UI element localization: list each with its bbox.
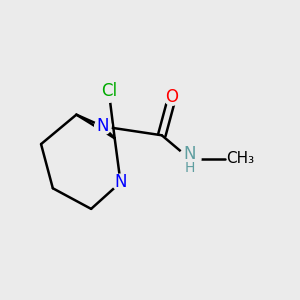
Circle shape [98, 80, 120, 102]
Text: O: O [166, 88, 178, 106]
Text: Cl: Cl [101, 82, 117, 100]
Circle shape [178, 148, 201, 170]
Text: N: N [184, 146, 196, 164]
Circle shape [164, 89, 180, 105]
Circle shape [94, 118, 111, 135]
Text: N: N [114, 173, 127, 191]
Text: N: N [97, 117, 109, 135]
Text: CH₃: CH₃ [226, 151, 255, 166]
Text: H: H [184, 161, 195, 175]
Circle shape [112, 174, 129, 190]
